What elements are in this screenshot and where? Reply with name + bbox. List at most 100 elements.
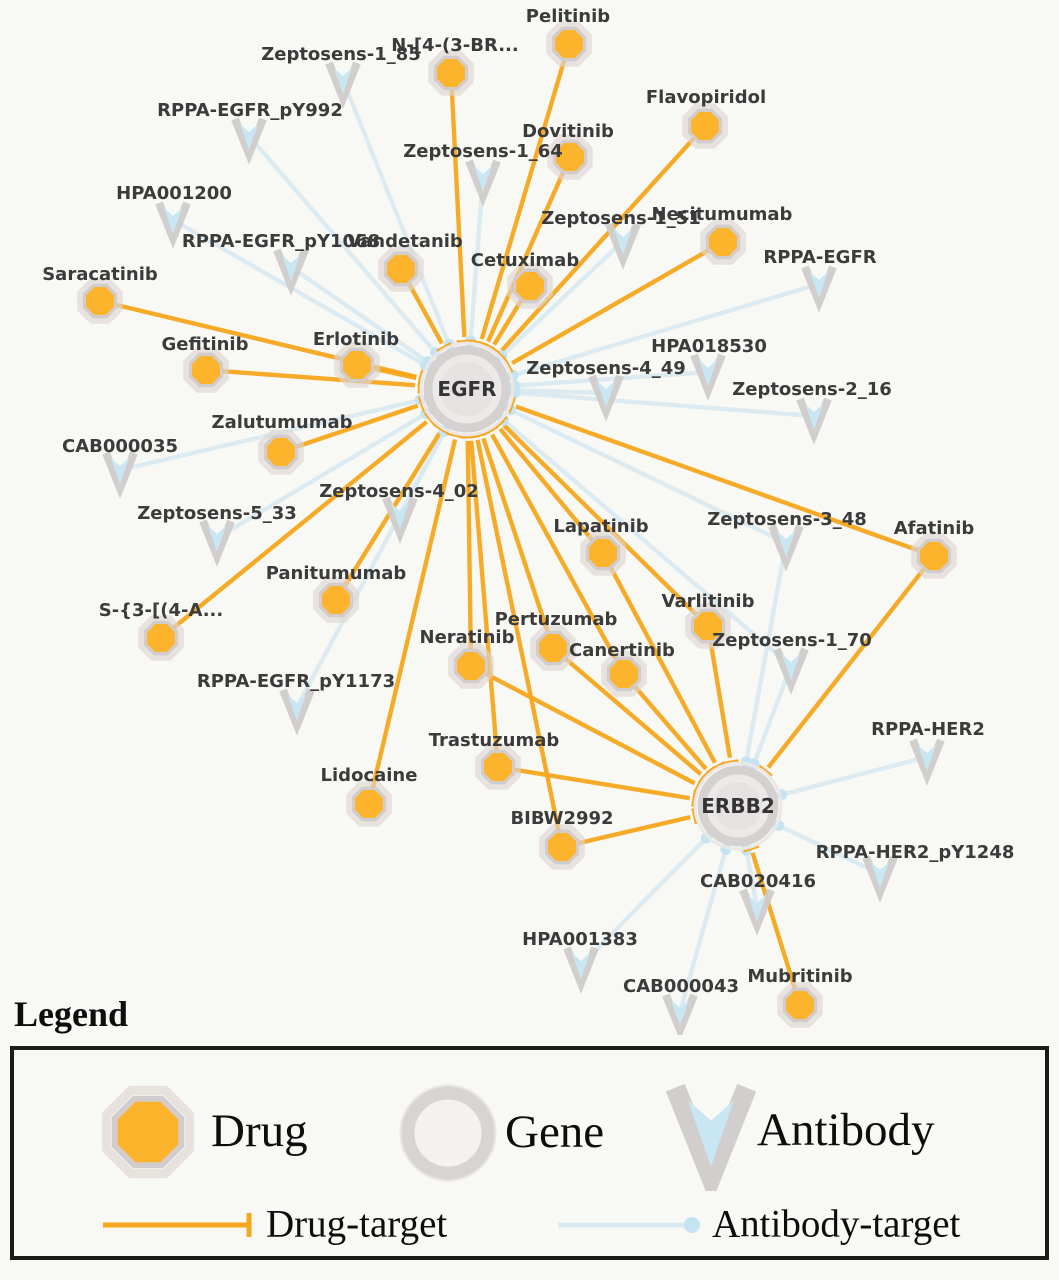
antibody-node-zeptosens-4-02[interactable]	[382, 496, 418, 544]
antibody-chevron-fill	[871, 862, 889, 888]
drug-target-edge	[448, 72, 467, 338]
legend-label-antibody-target: Antibody-target	[712, 1202, 961, 1246]
drug-node-canertinib[interactable]	[601, 651, 647, 697]
antibody-node-zeptosens-1-85[interactable]	[325, 61, 361, 109]
drug-node-panitumumab[interactable]	[313, 577, 359, 623]
drug-node-bibw2992[interactable]	[539, 824, 585, 870]
drug-node-neratinib[interactable]	[448, 643, 494, 689]
antibody-node-zeptosens-4-49[interactable]	[588, 374, 624, 422]
node-label: Zeptosens-4_02	[319, 481, 479, 502]
drug-node-halo	[777, 982, 823, 1028]
drug-node-pertuzumab[interactable]	[530, 625, 576, 671]
drug-node-lidocaine[interactable]	[346, 781, 392, 827]
antibody-node-rppa-her2-py1248[interactable]	[862, 855, 898, 903]
antibody-node-rppa-her2[interactable]	[909, 738, 945, 786]
antibody-chevron-icon	[665, 1083, 757, 1191]
node-label: Dovitinib	[522, 121, 614, 142]
legend-label-drug: Drug	[211, 1105, 308, 1157]
drug-node-halo	[685, 603, 731, 649]
drug-target-edge	[469, 664, 696, 786]
antibody-node-hpa001383[interactable]	[563, 946, 599, 994]
antibody-node-rppa-egfr-py1068[interactable]	[273, 248, 309, 296]
drug-node-halo	[77, 278, 123, 324]
node-label: Zeptosens-1_85	[261, 44, 421, 65]
node-label: Pertuzumab	[495, 609, 618, 630]
antibody-node-zeptosens-1-70[interactable]	[773, 647, 809, 695]
legend-title: Legend	[14, 994, 129, 1034]
drug-target-edge	[366, 439, 458, 805]
node-label: CAB000035	[62, 436, 178, 457]
antibody-node-hpa018530[interactable]	[690, 353, 726, 401]
antibody-chevron-outline	[102, 451, 138, 499]
drug-node-halo	[547, 134, 593, 180]
drug-node-cetuximab[interactable]	[507, 263, 553, 309]
drug-node-lapatinib[interactable]	[580, 530, 626, 576]
antibody-node-zeptosens-3-48[interactable]	[768, 524, 804, 572]
drug-target-edge	[750, 852, 803, 1006]
drug-node-pelitinib[interactable]	[546, 21, 592, 67]
gene-node-egfr[interactable]	[419, 341, 515, 437]
drug-target-edge	[334, 432, 442, 602]
antibody-target-edge	[579, 838, 706, 967]
drug-node-erlotinib[interactable]	[334, 342, 380, 388]
antibody-chevron-outline	[796, 397, 832, 445]
node-label: Zeptosens-1_64	[403, 141, 563, 162]
drug-node-zalutumumab[interactable]	[258, 429, 304, 475]
antibody-node-zeptosens-1-51[interactable]	[605, 222, 641, 270]
node-label: HPA018530	[651, 336, 767, 357]
antibody-chevron-outline	[690, 353, 726, 401]
drug-node-n-4-3-br-[interactable]	[428, 50, 474, 96]
antibody-chevron-outline	[588, 374, 624, 422]
drug-node-vandetanib[interactable]	[378, 246, 424, 292]
drug-node-halo	[682, 103, 728, 149]
drug-node-halo	[346, 781, 392, 827]
antibody-node-cab020416[interactable]	[739, 888, 775, 936]
node-label: HPA001200	[116, 183, 232, 204]
antibody-node-zeptosens-5-33[interactable]	[199, 519, 235, 567]
antibody-node-zeptosens-2-16[interactable]	[796, 397, 832, 445]
antibody-node-cab000043[interactable]	[662, 993, 698, 1035]
drug-node-s-3-4-a-[interactable]	[138, 615, 184, 661]
antibody-target-edge	[744, 542, 789, 760]
node-label: Zeptosens-2_16	[732, 379, 892, 400]
drug-node-mubritinib[interactable]	[777, 982, 823, 1028]
drug-node-halo	[378, 246, 424, 292]
antibody-target-edge	[295, 432, 445, 709]
antibody-chevron-outline	[662, 993, 698, 1035]
drug-target-edge	[498, 427, 605, 555]
gene-node-erbb2[interactable]	[693, 761, 783, 851]
antibody-chevron-fill	[474, 166, 492, 192]
drug-node-gefitinib[interactable]	[183, 347, 229, 393]
node-label: Neratinib	[420, 627, 515, 648]
node-label: Zeptosens-3_48	[707, 509, 867, 530]
drug-node-trastuzumab[interactable]	[475, 744, 521, 790]
drug-node-saracatinib[interactable]	[77, 278, 123, 324]
drug-node-halo	[258, 429, 304, 475]
antibody-chevron-outline	[801, 265, 837, 313]
nodes	[77, 21, 957, 1035]
antibody-node-rppa-egfr[interactable]	[801, 265, 837, 313]
antibody-chevron-outline	[665, 1083, 757, 1191]
drug-node-necitumumab[interactable]	[700, 219, 746, 265]
antibody-target-edge	[780, 824, 881, 876]
drug-node-halo	[183, 347, 229, 393]
drug-target-edge	[481, 437, 556, 649]
antibody-chevron-fill	[782, 654, 800, 680]
drug-node-afatinib[interactable]	[911, 533, 957, 579]
antibody-node-rppa-egfr-py992[interactable]	[231, 117, 267, 165]
antibody-node-cab000035[interactable]	[102, 451, 138, 499]
drug-node-dovitinib[interactable]	[547, 134, 593, 180]
node-label: Canertinib	[569, 640, 675, 661]
antibody-node-hpa001200[interactable]	[155, 201, 191, 249]
node-label: Lidocaine	[321, 765, 418, 786]
antibody-node-rppa-egfr-py1173[interactable]	[279, 688, 315, 736]
antibody-target-edge	[340, 79, 451, 343]
antibody-chevron-fill	[810, 272, 828, 298]
drug-node-halo	[911, 533, 957, 579]
node-label: N-[4-(3-BR...	[391, 35, 518, 56]
antibody-chevron-fill	[208, 526, 226, 552]
antibody-target-edge	[752, 665, 794, 762]
antibody-node-zeptosens-1-64[interactable]	[465, 159, 501, 207]
drug-node-varlitinib[interactable]	[685, 603, 731, 649]
drug-node-flavopiridol[interactable]	[682, 103, 728, 149]
